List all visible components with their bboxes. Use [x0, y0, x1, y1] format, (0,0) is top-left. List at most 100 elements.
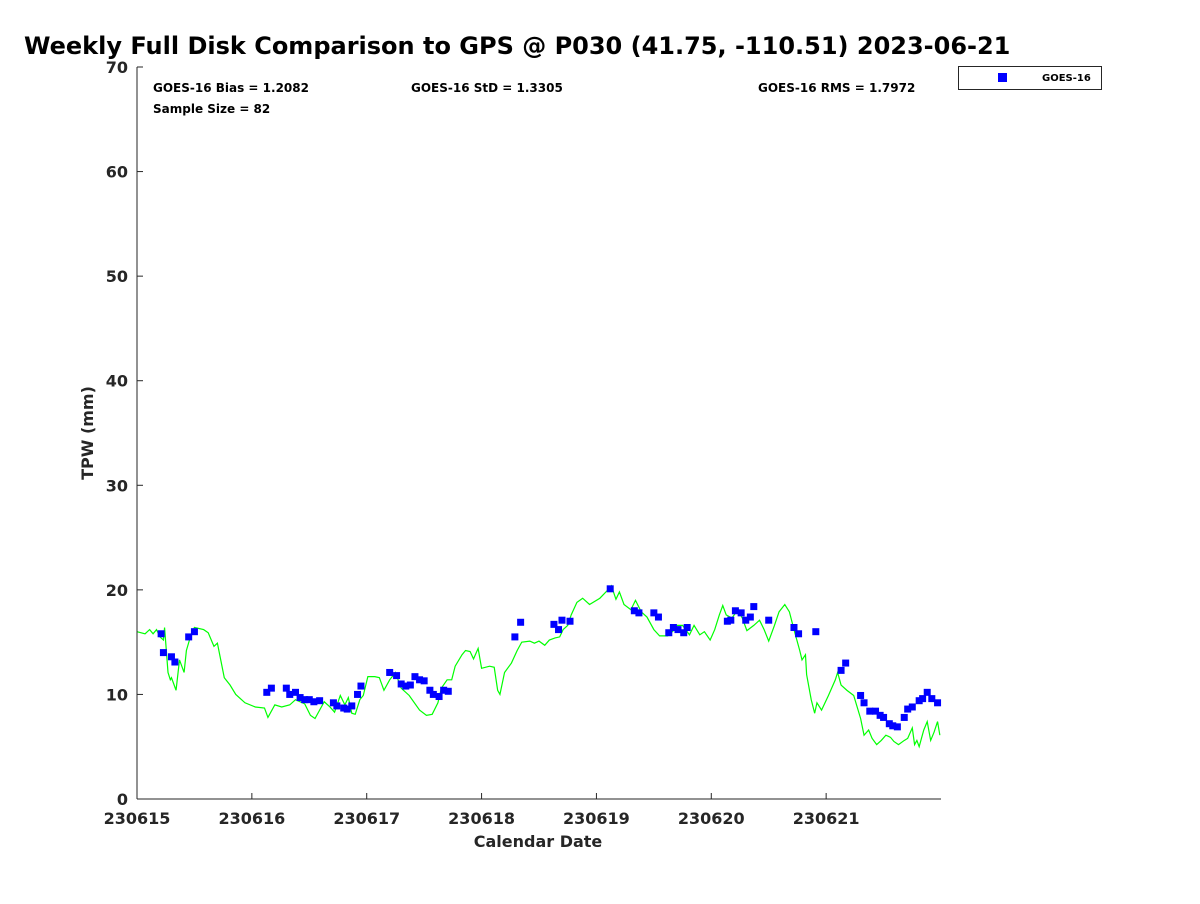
goes16-point	[795, 630, 803, 638]
goes16-point	[348, 702, 356, 710]
goes16-point	[310, 698, 318, 706]
goes16-point	[167, 653, 175, 661]
goes16-point	[411, 673, 419, 681]
goes16-point	[354, 690, 362, 698]
goes16-point	[440, 686, 448, 694]
goes16-point	[904, 705, 912, 713]
goes16-point	[301, 696, 309, 704]
x-tick-label: 230620	[678, 809, 745, 828]
goes16-point	[866, 707, 874, 715]
goes16-point	[669, 624, 677, 632]
goes16-point	[316, 697, 324, 705]
goes16-point	[919, 695, 927, 703]
goes16-point	[267, 684, 275, 692]
goes16-point	[889, 722, 897, 730]
goes16-point	[893, 723, 901, 731]
y-tick-label: 10	[106, 685, 128, 704]
goes16-point	[630, 607, 638, 615]
x-tick-label: 230615	[104, 809, 171, 828]
goes16-point	[842, 659, 850, 667]
goes16-point	[517, 618, 525, 626]
x-tick-label: 230616	[218, 809, 285, 828]
goes16-point	[386, 668, 394, 676]
goes16-point	[292, 688, 300, 696]
goes16-point	[665, 629, 673, 637]
bias-annotation: GOES-16 Bias = 1.2082	[153, 81, 309, 95]
y-tick-label: 30	[106, 476, 128, 495]
goes16-point	[737, 609, 745, 617]
legend-label-goes16: GOES-16	[1042, 73, 1091, 84]
y-tick-label: 50	[106, 267, 128, 286]
goes16-point	[566, 617, 574, 625]
goes16-point	[190, 628, 198, 636]
goes16-point	[765, 616, 773, 624]
x-tick-label: 230619	[563, 809, 630, 828]
sample-size-annotation: Sample Size = 82	[153, 102, 270, 116]
goes16-point	[159, 649, 167, 657]
x-tick-label: 230621	[793, 809, 860, 828]
goes16-point	[444, 687, 452, 695]
rms-annotation: GOES-16 RMS = 1.7972	[758, 81, 915, 95]
goes16-point	[674, 626, 682, 634]
goes16-point	[860, 699, 868, 707]
goes16-point	[908, 703, 916, 711]
goes16-point	[157, 630, 165, 638]
goes16-point	[402, 682, 410, 690]
goes16-point	[790, 624, 798, 632]
goes16-point	[857, 691, 865, 699]
x-ticks: 230615 230616 230617 230618 230619 230620 2306…	[104, 793, 860, 828]
goes16-point	[305, 696, 313, 704]
goes16-point	[406, 681, 414, 689]
goes16-point	[357, 682, 365, 690]
goes16-point	[872, 707, 880, 715]
goes16-point	[282, 684, 290, 692]
goes16-point	[880, 713, 888, 721]
goes16-point	[812, 628, 820, 636]
goes16-point	[680, 629, 688, 637]
goes16-point	[393, 672, 401, 680]
goes16-point	[171, 658, 179, 666]
y-tick-label: 0	[117, 790, 128, 809]
goes16-point	[558, 616, 566, 624]
y-tick-label: 40	[106, 372, 128, 391]
goes16-point	[511, 633, 519, 641]
x-tick-label: 230617	[333, 809, 400, 828]
legend: GOES-16	[958, 66, 1102, 90]
goes16-point	[185, 633, 193, 641]
goes16-point	[837, 666, 845, 674]
goes16-point	[555, 626, 563, 634]
goes16-point	[923, 688, 931, 696]
plot-area	[137, 67, 941, 799]
goes16-point	[296, 694, 304, 702]
goes16-point	[742, 616, 750, 624]
goes16-point	[746, 613, 754, 621]
gps-line-layer	[136, 584, 941, 749]
goes16-point	[650, 609, 658, 617]
goes16-point	[263, 688, 271, 696]
x-tick-label: 230618	[448, 809, 515, 828]
goes16-point	[397, 680, 405, 688]
chart-title: Weekly Full Disk Comparison to GPS @ P03…	[24, 32, 1010, 60]
goes16-point	[606, 585, 614, 593]
goes16-point	[426, 686, 434, 694]
y-ticks: 0 10 20 30 40 50 60 70	[106, 58, 143, 809]
goes16-point	[435, 693, 443, 701]
goes16-point	[333, 702, 341, 710]
legend-box	[958, 66, 1102, 90]
goes16-point	[928, 695, 936, 703]
goes16-point	[550, 620, 558, 628]
goes-points-layer	[157, 585, 942, 731]
y-tick-label: 70	[106, 58, 128, 77]
goes16-point	[683, 624, 691, 632]
x-axis-label: Calendar Date	[474, 832, 603, 851]
y-tick-label: 20	[106, 581, 128, 600]
gps-series-line	[136, 584, 941, 749]
goes16-point	[635, 609, 643, 617]
goes16-point	[731, 607, 739, 615]
std-annotation: GOES-16 StD = 1.3305	[411, 81, 563, 95]
goes16-point	[343, 705, 351, 713]
y-axis-label: TPW (mm)	[78, 386, 97, 480]
legend-marker-goes16	[998, 73, 1007, 82]
goes16-point	[286, 690, 294, 698]
